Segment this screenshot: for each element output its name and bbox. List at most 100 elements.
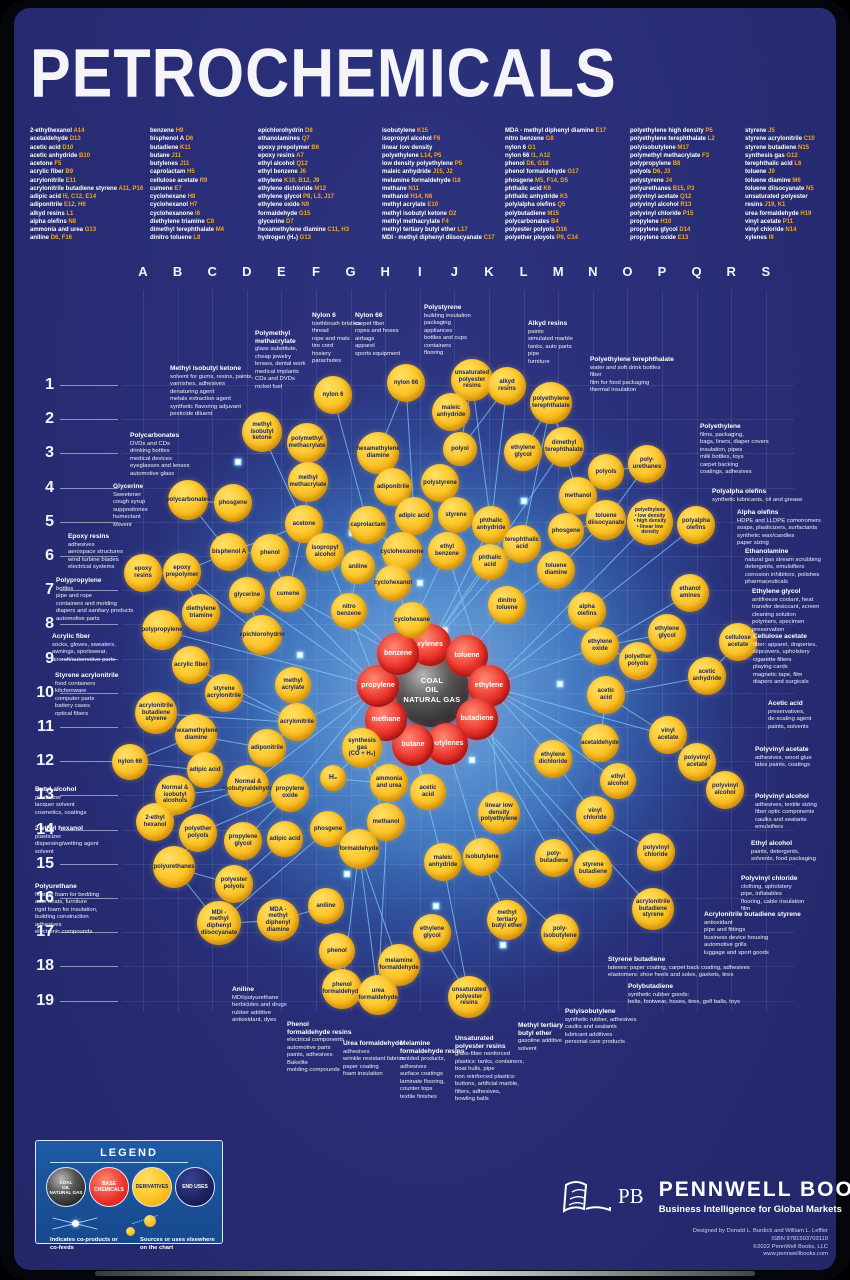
index-entry: acrylonitrile E11 (30, 177, 77, 184)
index-entry: toluene diamine M6 (745, 177, 801, 184)
index-entry: synthesis gas G12 (745, 152, 798, 159)
annotation-line: film for food packaging (590, 379, 650, 386)
node-isob: isobutylene (463, 838, 501, 876)
annotation-line: paper coating (343, 1063, 379, 1070)
annotation-line: cleaning solution (752, 611, 796, 618)
node-alkd: alkyd resins (488, 367, 526, 405)
annotation-melamine-formaldehyde: Melamine formaldehyde resins molded produ… (400, 1040, 500, 1101)
grid-reference: M5, F14, D5 (535, 177, 569, 184)
credit-line: Designed by Donald L. Burdick and Willia… (692, 1228, 828, 1234)
annotation-cellulose-acetate: Cellulose acetate fiber: apparel, draperi… (753, 633, 845, 687)
grid-letter-C: C (207, 264, 217, 279)
annotation-line: building insulation (424, 312, 471, 319)
grid-row-13: 13 (36, 786, 54, 804)
annotation-line: medical devices (130, 455, 172, 462)
annotation-line: carpet fiber (355, 320, 385, 327)
co-product-symbol (52, 1213, 98, 1235)
index-entry: ethylene oxide N9 (258, 202, 310, 209)
index-entry: unsaturated polyester (745, 194, 808, 201)
index-entry: styrene J5 (745, 128, 775, 134)
grid-vline (143, 290, 144, 1012)
index-entry: butylenes J11 (150, 161, 190, 168)
annotation-line: CDs and DVDs (255, 376, 295, 383)
index-entry: styrene butadiene N15 (745, 144, 810, 151)
node-mant: maleic anhydride (432, 393, 470, 431)
annotation-line: toothbrush bristles (312, 320, 361, 327)
node-vcl: vinyl chloride (576, 796, 614, 834)
grid-reference: M12 (314, 185, 327, 192)
annotation-line: elastomers: shoe heels and soles, gasket… (608, 972, 734, 979)
node-mdi: MDI - methyl diphenyl diisocyanate (197, 901, 241, 945)
grid-reference: D13 (69, 136, 81, 143)
annotation-title: Acrylonitrile butadiene styrene (704, 911, 801, 918)
index-entry: urea formaldehyde H19 (745, 210, 812, 217)
grid-reference: B10 (79, 152, 91, 159)
node-e2h: 2-ethyl hexanol (136, 803, 174, 841)
annotation-title: Phenol formaldehyde resins (287, 1021, 352, 1036)
node-pgly: propylene glycol (224, 822, 262, 860)
index-entry: butadiene K11 (150, 144, 191, 151)
annotation-line: coatings, adhesives (700, 469, 752, 476)
row-tick-line (60, 727, 118, 728)
index-entry: polypropylene B8 (630, 161, 681, 168)
node-psty: polystyrene (421, 464, 459, 502)
grid-reference: H9 (175, 128, 184, 134)
index-entry: acrylic fiber B9 (30, 169, 74, 176)
annotation-line: ropes and hoses (355, 328, 399, 335)
index-entry: nylon 66 I1, A12 (505, 152, 551, 159)
grid-letter-O: O (622, 264, 633, 279)
annotation-line: adhesives (400, 1063, 427, 1070)
grid-letter-L: L (519, 264, 528, 279)
grid-reference: N14 (785, 227, 797, 234)
annotation-line: Sweetener (113, 491, 142, 498)
node-adnl: adiponitrile (248, 729, 286, 767)
grid-row-3: 3 (45, 444, 54, 462)
grid-reference: J11 (171, 152, 182, 159)
annotation-line: cigarette filters (753, 656, 792, 663)
index-entry: maleic anhydride J15, J2 (382, 169, 453, 176)
annotation-line: plastics: tanks, containers, (455, 1058, 525, 1065)
annotation-title: Ethanolamine (745, 548, 789, 555)
annotation-title: Styrene butadiene (608, 956, 666, 963)
annotation-line: metals extraction agent (170, 396, 231, 403)
index-entry: nylon 6 G1 (505, 144, 536, 151)
grid-letter-I: I (417, 264, 422, 279)
annotation-line: fiber optic components (755, 809, 815, 816)
annotation-line: medical implants (255, 368, 299, 375)
annotation-line: water and soft drink bottles (590, 364, 661, 371)
annotation-line: personal care products (565, 1039, 625, 1046)
annotation-line: non reinforced plastics: (455, 1073, 516, 1080)
annotation-line: denaturing agent (170, 388, 215, 395)
grid-reference: E12, H6 (64, 202, 86, 209)
index-entry: methanol H14, N6 (382, 194, 433, 201)
grid-reference: C10 (803, 136, 815, 143)
annotation-line: pesticide diluent (170, 411, 213, 418)
index-entry: nitro benzene G8 (505, 136, 554, 143)
index-entry: ethylene glycol P8, L3, J17 (258, 194, 335, 201)
index-entry: bisphenol A D6 (150, 136, 194, 143)
row-tick-line (60, 898, 118, 899)
index-entry: linear low density (382, 144, 433, 151)
node-mibk: methyl isobutyl ketone (242, 412, 282, 452)
node-pbd: poly- butadiene (535, 839, 573, 877)
annotation-line: latexes: paper coating, carpet back coat… (608, 964, 750, 971)
annotation-line: carpet backing (700, 461, 739, 468)
annotation-line: film (741, 906, 751, 913)
grid-reference: C17 (483, 235, 495, 242)
row-tick-line (60, 795, 118, 797)
annotation-line: sports equipment (355, 350, 401, 357)
grid-letter-H: H (380, 264, 390, 279)
grid-reference: I18 (452, 177, 461, 184)
index-entry: formaldehyde G15 (258, 210, 311, 217)
annotation-line: films, packaging, (700, 431, 744, 438)
annotation-line: aircraft/automotive parts (52, 656, 116, 663)
grid-reference: F6 (433, 136, 441, 143)
grid-reference: C11, H3 (327, 227, 350, 234)
annotation-line: gasoline additive (518, 1038, 562, 1045)
annotation-line: glass-fiber reinforced (455, 1051, 511, 1058)
index-entry: polycarbonates B4 (505, 218, 559, 225)
node-tdi: toluene diisocyanate (586, 500, 626, 540)
legend-note-coproducts: Indicates co-products or co-feeds (50, 1237, 118, 1251)
annotation-title: Styrene acrylonitrile (55, 672, 119, 679)
annotation-line: electrical components (287, 1037, 344, 1044)
